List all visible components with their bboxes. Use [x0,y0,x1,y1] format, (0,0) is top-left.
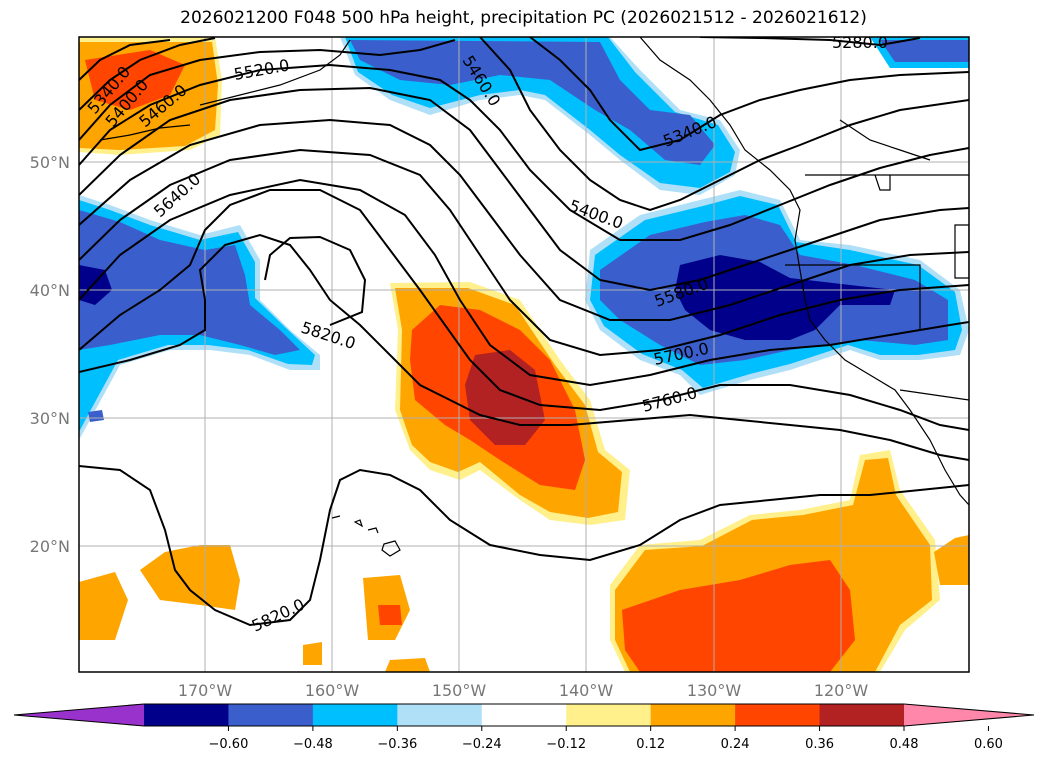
map-frame [78,36,970,673]
latitude-labels: 50°N 40°N 30°N 20°N [30,153,70,556]
colorbar-segment [397,704,483,726]
colorbar-segment [144,704,229,726]
colorbar-tick-label: −0.24 [462,737,502,752]
colorbar-tick-label: −0.48 [293,737,333,752]
lon-label: 170°W [178,681,233,700]
lon-label: 120°W [814,681,869,700]
colorbar-tick-label: 0.12 [636,737,665,752]
colorbar-segment [566,704,652,726]
colorbar-tick-label: 0.60 [974,737,1003,752]
colorbar-extend-low [14,704,144,726]
lon-label: 130°W [687,681,742,700]
colorbar-segment [312,704,398,726]
colorbar-tick-label: 0.36 [805,737,834,752]
lat-label: 30°N [30,409,70,428]
positive-precip-shading [79,37,969,672]
colorbar-segment [819,704,905,726]
colorbar-outline [13,703,1035,727]
lat-label: 20°N [30,537,70,556]
colorbar-segment [228,704,314,726]
colorbar-tick-label: −0.12 [546,737,586,752]
height-contours [79,37,969,627]
colorbar-segment [650,704,736,726]
hawaii-islands [331,515,401,557]
lon-label: 160°W [305,681,360,700]
contour-label: 5280.0 [832,33,888,52]
longitude-labels: 170°W 160°W 150°W 140°W 130°W 120°W [178,681,869,700]
colorbar-tick-label: 0.24 [721,737,750,752]
colorbar: −0.60 −0.48 −0.36 −0.24 −0.12 0.12 0.24 0.36 0.4… [13,703,1035,752]
colorbar-extend-high [904,704,1034,726]
colorbar-segment [735,704,821,726]
lat-label: 40°N [30,281,70,300]
map-area [79,37,969,672]
colorbar-tick-label: 0.48 [890,737,919,752]
colorbar-tick-label: −0.36 [377,737,417,752]
colorbar-segment [481,704,567,726]
lat-label: 50°N [30,153,70,172]
colorbar-tick-label: −0.60 [209,737,249,752]
map-title: 2026021200 F048 500 hPa height, precipit… [180,8,867,28]
lon-label: 140°W [559,681,614,700]
lon-label: 150°W [432,681,487,700]
